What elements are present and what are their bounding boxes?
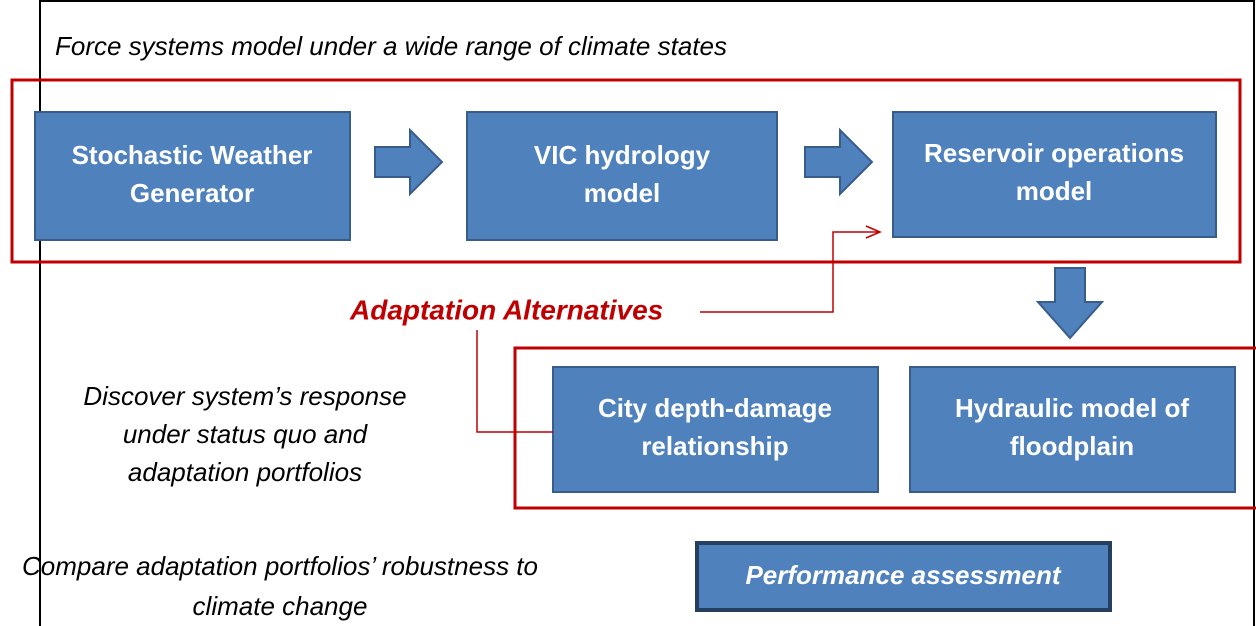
connector	[700, 231, 878, 313]
node-label: Performance assessment	[745, 560, 1061, 590]
note-text: adaptation portfolios	[128, 457, 362, 487]
node-box	[552, 366, 879, 493]
note-text: Discover system’s response	[83, 381, 406, 411]
flow-arrow	[1035, 267, 1105, 340]
note-text: under status quo and	[123, 419, 369, 449]
node-label: relationship	[641, 431, 788, 461]
node-label: Reservoir operations	[924, 138, 1184, 168]
flow-arrow	[804, 127, 874, 197]
systems-frame	[10, 78, 1242, 264]
node-label: Generator	[130, 178, 254, 208]
node-label: Stochastic Weather	[72, 140, 313, 170]
node-box	[466, 111, 778, 241]
response-frame	[513, 346, 1256, 510]
node-label: floodplain	[1010, 431, 1134, 461]
note-text: climate change	[193, 591, 368, 621]
node-box	[892, 111, 1217, 238]
note-text: Compare adaptation portfolios’ robustnes…	[22, 551, 538, 581]
adaptation-label: Adaptation Alternatives	[349, 294, 663, 325]
node-label: City depth-damage	[598, 393, 832, 423]
connector	[476, 330, 553, 433]
node-label: Hydraulic model of	[955, 393, 1189, 423]
flow-arrow	[374, 127, 444, 197]
node-box	[909, 366, 1236, 493]
node-label: model	[584, 178, 661, 208]
node-label: VIC hydrology	[534, 140, 711, 170]
node-box	[34, 111, 351, 241]
title: Force systems model under a wide range o…	[55, 31, 727, 61]
node-box	[695, 541, 1112, 612]
connector-head	[865, 225, 882, 239]
node-label: model	[1016, 176, 1093, 206]
outer-frame	[39, 0, 1255, 626]
